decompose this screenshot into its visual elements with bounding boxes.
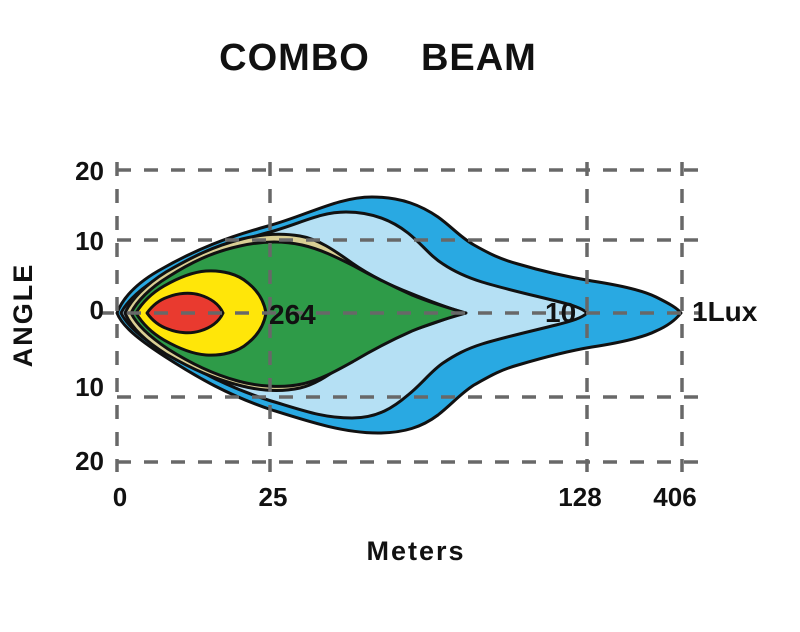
y-axis-tick-labels: 20 10 0 10 20: [75, 156, 104, 476]
y-axis-title: ANGLE: [8, 263, 38, 368]
label-1-lux: 1Lux: [692, 296, 758, 327]
chart-title: COMBO BEAM: [219, 37, 537, 79]
x-tick-128m: 128: [558, 482, 601, 512]
x-tick-25m: 25: [259, 482, 288, 512]
y-tick-10-bottom: 10: [75, 372, 104, 402]
y-tick-10-top: 10: [75, 226, 104, 256]
y-tick-20-bottom: 20: [75, 446, 104, 476]
x-tick-0m: 0: [113, 482, 127, 512]
grid-lines: [100, 162, 702, 472]
label-264-lux: 264: [269, 299, 316, 330]
label-10-lux: 10: [545, 297, 576, 328]
y-tick-20-top: 20: [75, 156, 104, 186]
x-tick-406m: 406: [653, 482, 696, 512]
x-axis-title: Meters: [366, 536, 465, 566]
x-axis-tick-labels: 0 25 128 406: [113, 482, 697, 512]
y-tick-0: 0: [90, 295, 104, 325]
